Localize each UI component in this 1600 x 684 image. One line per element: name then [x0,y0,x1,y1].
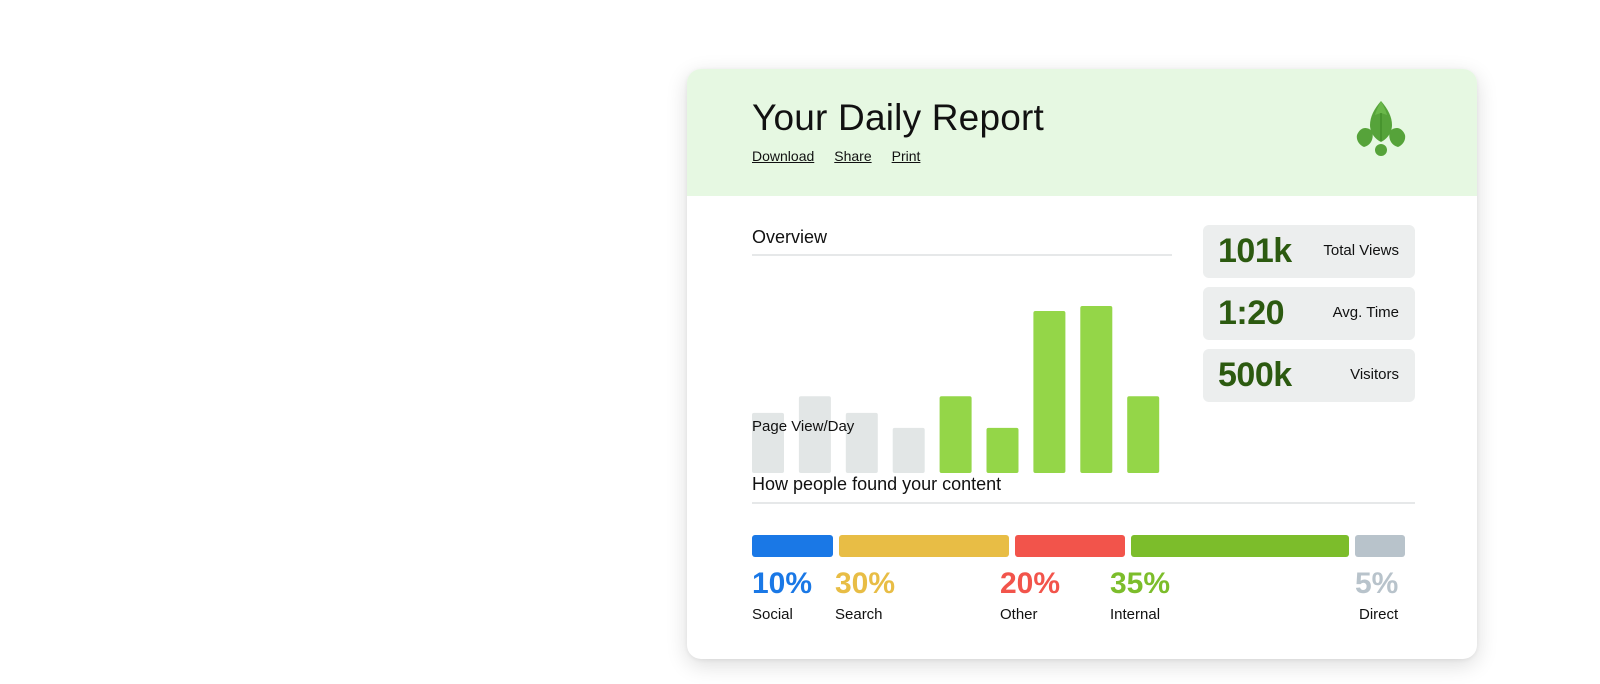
stat-total-views: 101k Total Views [1203,225,1415,278]
daily-report-card: Your Daily Report Download Share Print O… [687,69,1477,659]
chart-bar [1080,306,1113,473]
report-header: Your Daily Report Download Share Print [687,69,1477,196]
header-actions: Download Share Print [752,148,920,164]
search-segment [839,535,1009,557]
search-percent: 30% [835,567,896,600]
stat-label: Avg. Time [1332,304,1399,321]
stat-value: 1:20 [1218,294,1285,332]
direct-percent: 5% [1355,567,1399,600]
chart-bar [1127,396,1160,473]
other-label: Other [1000,606,1038,623]
direct-label: Direct [1359,606,1399,623]
social-percent: 10% [752,567,813,600]
sources-title: How people found your content [752,474,1002,494]
chart-bar [892,427,925,473]
chart-bar [845,412,878,473]
overview-divider [752,254,1172,256]
page-view-bar-chart [752,306,1160,473]
other-segment [1015,535,1125,557]
stat-value: 101k [1218,232,1292,270]
chart-caption: Page View/Day [752,418,855,435]
leaf-icon [1356,101,1406,156]
chart-bar [939,396,972,473]
other-percent: 20% [1000,567,1061,600]
sources-divider [752,502,1415,504]
direct-segment [1355,535,1405,557]
chart-bar [752,412,784,473]
share-link[interactable]: Share [834,148,872,164]
chart-bar [798,396,831,473]
stat-avg-time: 1:20 Avg. Time [1203,287,1415,340]
internal-segment [1131,535,1349,557]
overview-title: Overview [752,227,828,247]
social-segment [752,535,833,557]
page-title: Your Daily Report [752,97,1045,138]
search-label: Search [835,606,883,623]
chart-bar [1033,311,1066,473]
stat-value: 500k [1218,356,1292,394]
internal-label: Internal [1110,606,1161,623]
chart-bar [986,427,1019,473]
internal-percent: 35% [1110,567,1171,600]
social-label: Social [752,606,793,623]
download-link[interactable]: Download [752,148,815,164]
stat-label: Visitors [1350,366,1399,383]
stat-label: Total Views [1323,242,1399,259]
print-link[interactable]: Print [891,148,921,164]
stat-visitors: 500k Visitors [1203,349,1415,402]
